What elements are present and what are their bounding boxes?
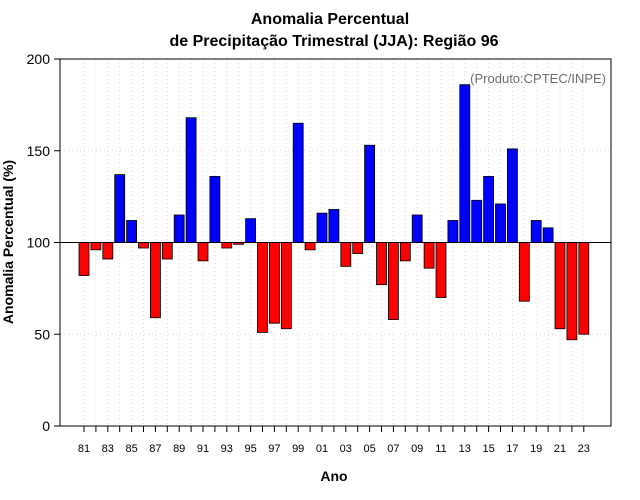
x-tick-label: 23	[578, 443, 590, 455]
bar-88	[161, 242, 173, 260]
bar-85	[126, 220, 137, 243]
bar-08	[399, 242, 411, 262]
bar-81	[78, 242, 90, 276]
x-tick-label: 19	[530, 443, 542, 455]
x-tick-label: 17	[506, 443, 518, 455]
x-tick-label: 83	[102, 443, 114, 455]
y-axis-label: Anomalia Percentual (%)	[0, 160, 16, 324]
bar-03	[340, 242, 352, 267]
bar-11	[435, 242, 447, 298]
bar-16	[495, 203, 506, 243]
y-tick-label: 0	[42, 418, 50, 434]
x-tick-label: 99	[292, 443, 304, 455]
bar-07	[387, 242, 399, 320]
bar-87	[149, 242, 161, 319]
x-tick-label: 05	[363, 443, 375, 455]
bar-10	[423, 242, 435, 269]
chart-title-line2: de Precipitação Trimestral (JJA): Região…	[169, 33, 498, 50]
bar-95	[245, 218, 257, 243]
bar-06	[376, 242, 387, 286]
source-annotation: (Produto:CPTEC/INPE)	[470, 71, 606, 86]
x-tick-label: 91	[197, 443, 209, 455]
bar-09	[411, 214, 423, 243]
x-tick-label: 93	[221, 443, 233, 455]
bar-15	[483, 176, 495, 243]
bar-02	[328, 209, 340, 243]
bar-82	[90, 242, 102, 251]
bar-86	[138, 242, 149, 249]
bar-98	[280, 242, 292, 330]
y-tick-label: 100	[27, 235, 51, 251]
bar-96	[257, 242, 268, 333]
bar-20	[542, 227, 554, 243]
bar-23	[578, 242, 590, 335]
bar-17	[506, 148, 518, 243]
bars	[78, 84, 590, 341]
x-tick-label: 01	[316, 443, 328, 455]
bar-12	[447, 220, 459, 243]
x-axis-label: Ano	[320, 468, 347, 484]
x-tick-label: 15	[482, 443, 494, 455]
x-tick-label: 11	[435, 443, 446, 455]
x-tick-label: 81	[78, 443, 90, 455]
bar-22	[566, 242, 578, 341]
y-tick-label: 50	[34, 326, 50, 342]
x-axis: 81 83 85 87 89 91 93 95 97 99 01 03 05 07 09 11 13 15 17 19…	[78, 426, 590, 455]
x-tick-label: 85	[125, 443, 137, 455]
bar-00	[304, 242, 316, 251]
x-tick-label: 97	[268, 443, 280, 455]
x-tick-label: 13	[459, 443, 471, 455]
bar-21	[554, 242, 566, 330]
y-axis: 0 50 100 150 200	[27, 51, 60, 434]
bar-13	[459, 84, 471, 243]
bar-97	[268, 242, 280, 324]
x-tick-label: 87	[149, 443, 161, 455]
bar-18	[518, 242, 530, 302]
x-tick-label: 07	[387, 443, 399, 455]
x-tick-label: 09	[411, 443, 423, 455]
bar-04	[352, 242, 364, 254]
bar-99	[292, 122, 304, 243]
bar-90	[185, 117, 197, 243]
bar-93	[221, 242, 233, 249]
bar-05	[364, 144, 376, 243]
chart-title-line1: Anomalia Percentual	[251, 11, 409, 28]
x-tick-label: 89	[173, 443, 185, 455]
x-tick-label: 21	[554, 443, 566, 455]
bar-14	[471, 199, 483, 243]
bar-83	[102, 242, 114, 260]
x-tick-label: 03	[340, 443, 352, 455]
bar-19	[530, 220, 542, 243]
bar-92	[209, 176, 221, 243]
y-tick-label: 200	[27, 51, 51, 67]
x-tick-label: 95	[244, 443, 256, 455]
bar-84	[114, 174, 126, 243]
bar-91	[197, 242, 209, 262]
bar-01	[316, 212, 328, 243]
y-tick-label: 150	[27, 143, 51, 159]
bar-89	[173, 214, 185, 243]
